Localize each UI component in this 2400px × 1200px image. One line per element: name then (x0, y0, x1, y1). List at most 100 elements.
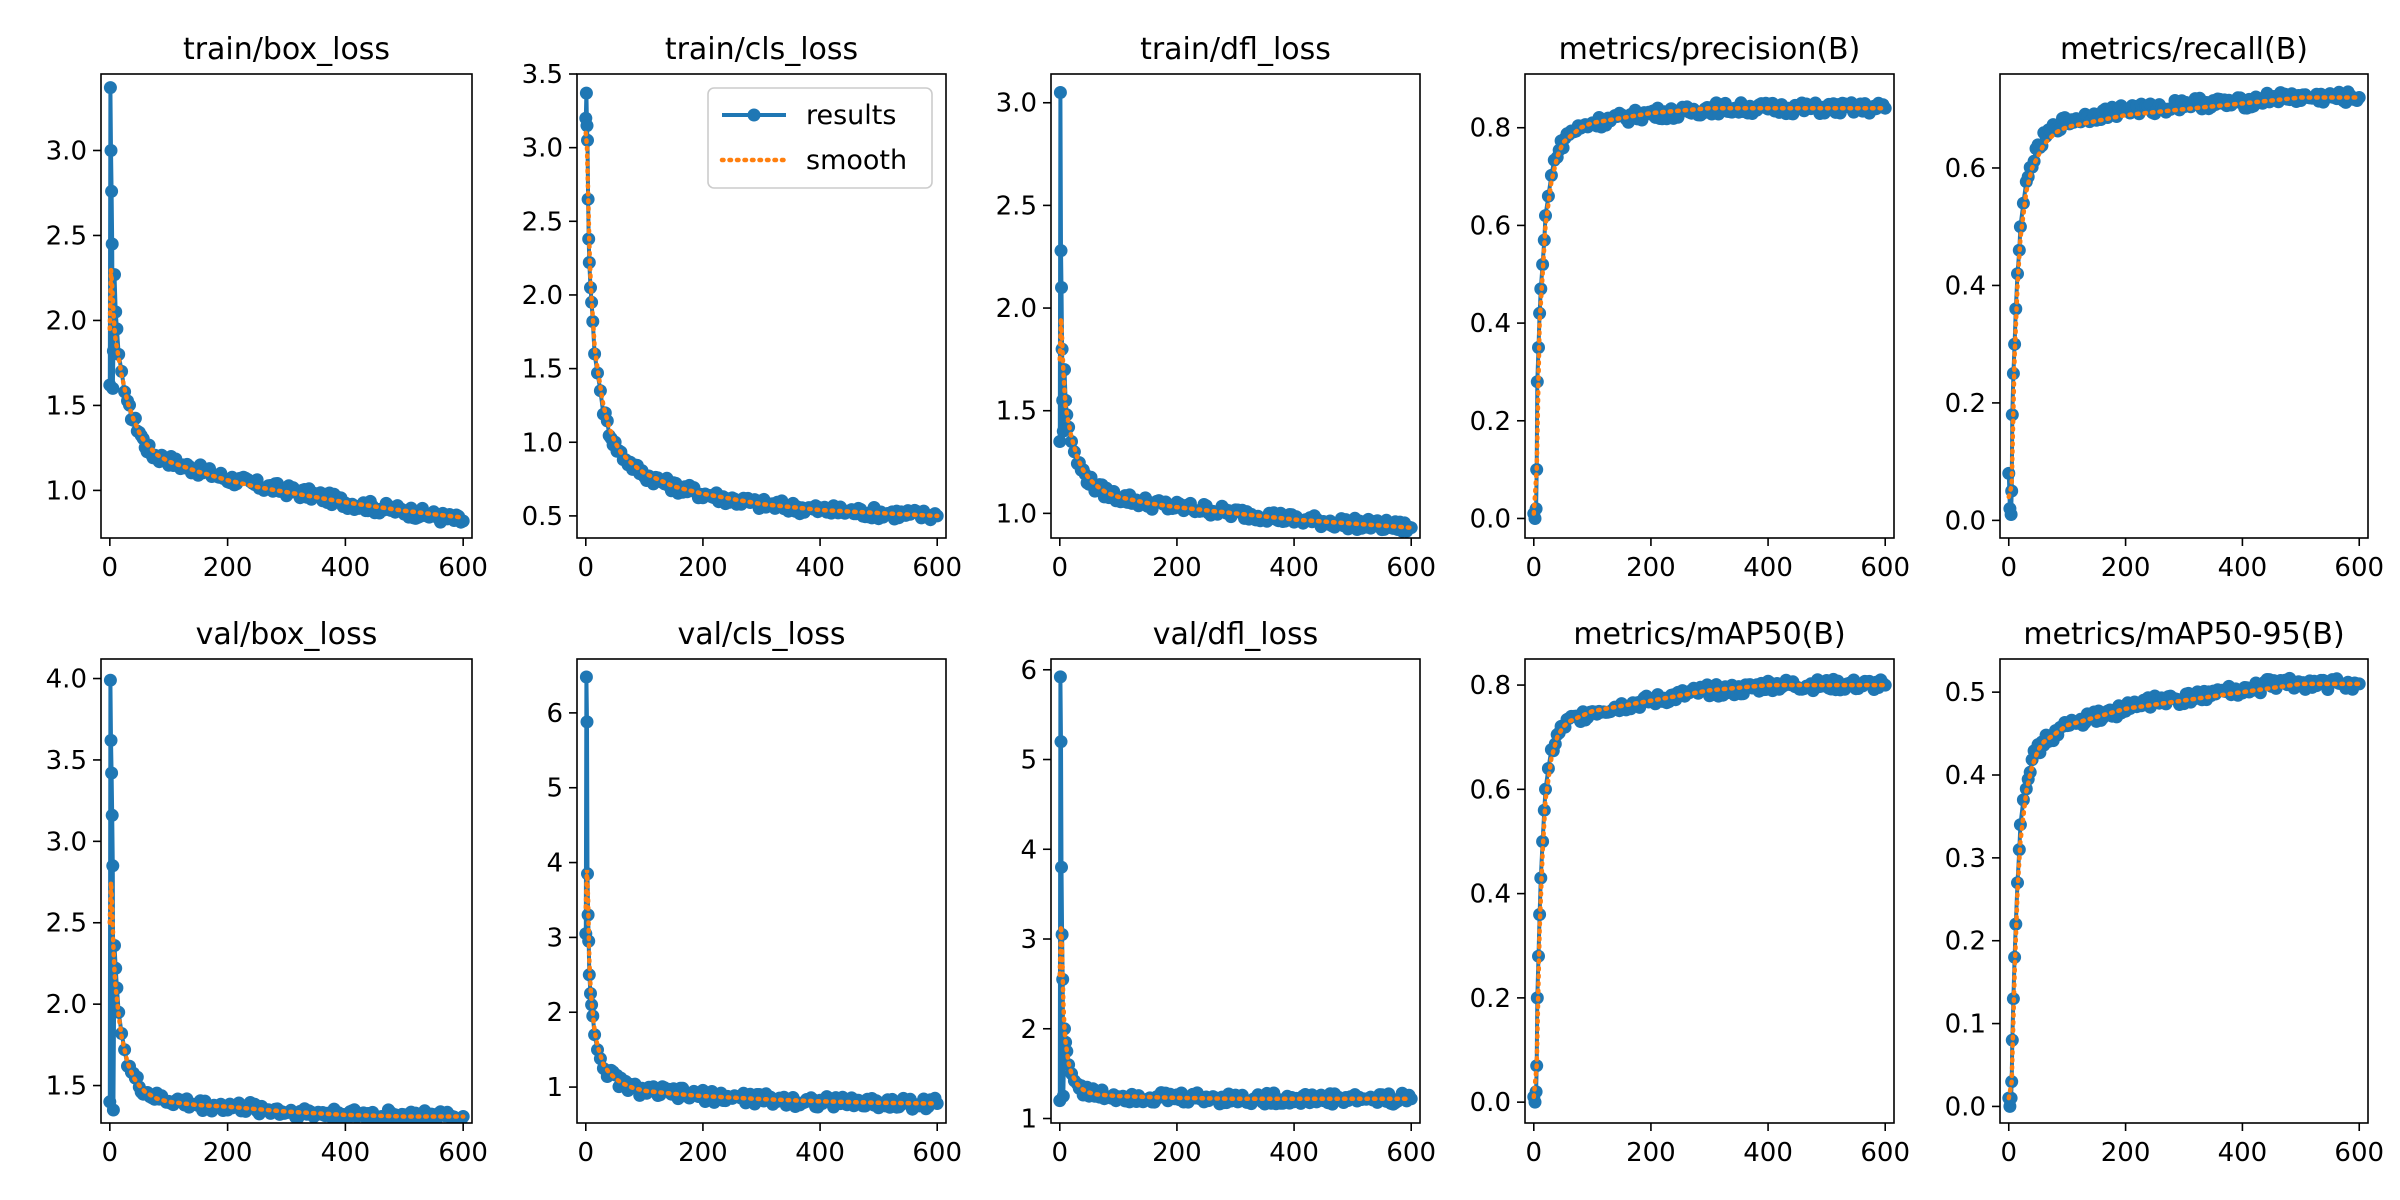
axes-frame (1050, 73, 1421, 539)
y-tick-label: 0.2 (1470, 407, 1511, 437)
series-results-point (105, 766, 119, 780)
y-tick-label: 3.0 (522, 134, 563, 164)
x-tick-label: 400 (1743, 553, 1793, 583)
series-smooth-line (107, 881, 466, 1119)
series-smooth-line (1057, 925, 1414, 1102)
y-tick-label: 6 (1020, 656, 1037, 686)
subplot-title: val/dfl_loss (1153, 617, 1318, 652)
y-tick-label: 4 (546, 849, 563, 879)
series-results-point (104, 144, 118, 157)
x-tick-label: 600 (1386, 1138, 1436, 1168)
y-tick-label: 1.5 (522, 355, 563, 385)
series-results-line (1057, 90, 1412, 534)
x-tick-label: 0 (2000, 1138, 2017, 1168)
plot-area (1053, 86, 1418, 538)
x-tick-label: 0 (102, 553, 119, 583)
y-tick-label: 2.5 (522, 207, 563, 237)
series-results-line (1531, 677, 1887, 1105)
subplot-7: val/cls_loss 0 200 400 600 1 2 3 4 5 6 (546, 617, 962, 1168)
y-tick-label: 0.0 (1945, 506, 1986, 536)
plot-area (2002, 85, 2366, 521)
series-results-point (105, 237, 119, 251)
series-results-point (115, 1027, 129, 1040)
y-tick-label: 0.4 (1945, 761, 1986, 791)
y-tick-label: 0.8 (1470, 114, 1511, 144)
series-results-point (1528, 512, 1542, 525)
x-tick-label: 600 (1860, 553, 1910, 583)
series-results-point (1054, 244, 1068, 258)
x-tick-label: 0 (2000, 553, 2017, 583)
y-tick-label: 1.5 (46, 391, 87, 421)
subplot-5: metrics/recall(B) 0 200 400 600 0.0 0.2 0.4 0.6 (1945, 32, 2384, 583)
y-tick-label: 5 (1020, 746, 1037, 776)
y-tick-label: 0.5 (1945, 678, 1986, 708)
y-tick-label: 2 (1020, 1015, 1037, 1045)
subplot-title: metrics/recall(B) (2060, 32, 2308, 67)
y-tick-label: 5 (546, 774, 563, 804)
subplot-9: metrics/mAP50(B) 0 200 400 600 0.0 0.2 0.4 0.6 0.… (1470, 617, 1910, 1168)
y-tick-label: 0.2 (1470, 984, 1511, 1014)
series-results-point (106, 381, 120, 395)
legend-results-marker (747, 108, 761, 122)
x-tick-label: 400 (795, 553, 845, 583)
x-tick-label: 200 (1152, 1138, 1202, 1168)
x-tick-label: 400 (321, 553, 371, 583)
y-tick-label: 0.3 (1945, 844, 1986, 874)
y-tick-label: 0.0 (1470, 504, 1511, 534)
series-smooth-line (2006, 95, 2362, 500)
series-results-point (106, 1103, 120, 1117)
series-results-point (1056, 1089, 1070, 1103)
series-results-line (2006, 89, 2361, 517)
axes-frame (100, 658, 473, 1124)
series-results-point (1404, 1092, 1418, 1106)
axes-frame (1999, 658, 2369, 1124)
series-results-line (107, 678, 465, 1123)
subplot-title: metrics/mAP50-95(B) (2023, 617, 2344, 652)
series-smooth-line (583, 869, 940, 1106)
series-results-point (105, 184, 119, 198)
series-results-point (105, 808, 119, 822)
y-tick-label: 0.6 (1470, 211, 1511, 241)
series-results-point (1878, 678, 1892, 692)
y-tick-label: 1.5 (46, 1072, 87, 1102)
subplot-6: val/box_loss 0 200 400 600 1.5 2.0 2.5 3.0 3.5 4.0 (46, 617, 488, 1168)
series-results-point (104, 733, 118, 747)
y-tick-label: 1.0 (522, 428, 563, 458)
subplot-title: metrics/precision(B) (1559, 32, 1861, 67)
x-tick-label: 0 (1526, 553, 1543, 583)
x-tick-label: 200 (1152, 553, 1202, 583)
x-tick-label: 0 (578, 553, 595, 583)
subplot-1: train/box_loss 0 200 400 600 1.0 1.5 2.0 2.5 3.0 (46, 32, 488, 583)
x-tick-label: 600 (2334, 1138, 2384, 1168)
plot-area (579, 86, 944, 527)
subplot-10: metrics/mAP50-95(B) 0 200 400 600 0.0 0.1 0.2 0.… (1945, 617, 2384, 1168)
y-tick-label: 0.4 (1945, 271, 1986, 301)
x-tick-label: 600 (438, 553, 488, 583)
y-tick-label: 2.0 (46, 990, 87, 1020)
y-tick-label: 3 (1020, 925, 1037, 955)
subplot-title: val/box_loss (196, 617, 378, 652)
series-results-point (1528, 1095, 1542, 1109)
axes-frame (576, 658, 947, 1124)
y-tick-label: 1 (546, 1073, 563, 1103)
series-results-point (580, 715, 594, 729)
series-results-point (1878, 101, 1892, 115)
plot-area (1527, 96, 1892, 525)
series-results-point (103, 673, 117, 687)
x-tick-label: 200 (678, 1138, 728, 1168)
plot-area (579, 670, 944, 1116)
y-tick-label: 3.0 (46, 827, 87, 857)
y-tick-label: 0.5 (522, 502, 563, 532)
plot-area (2002, 671, 2366, 1113)
subplot-title: train/cls_loss (665, 32, 858, 67)
subplot-4: metrics/precision(B) 0 200 400 600 0.0 0.2 0.4 0… (1470, 32, 1910, 583)
y-tick-label: 0.6 (1945, 154, 1986, 184)
y-tick-label: 3.5 (522, 60, 563, 90)
x-tick-label: 400 (1269, 553, 1319, 583)
legend: results smooth (707, 87, 933, 189)
x-tick-label: 0 (1052, 553, 1069, 583)
series-results-point (1053, 670, 1067, 684)
x-tick-label: 200 (203, 1138, 253, 1168)
y-tick-label: 3.5 (46, 746, 87, 776)
